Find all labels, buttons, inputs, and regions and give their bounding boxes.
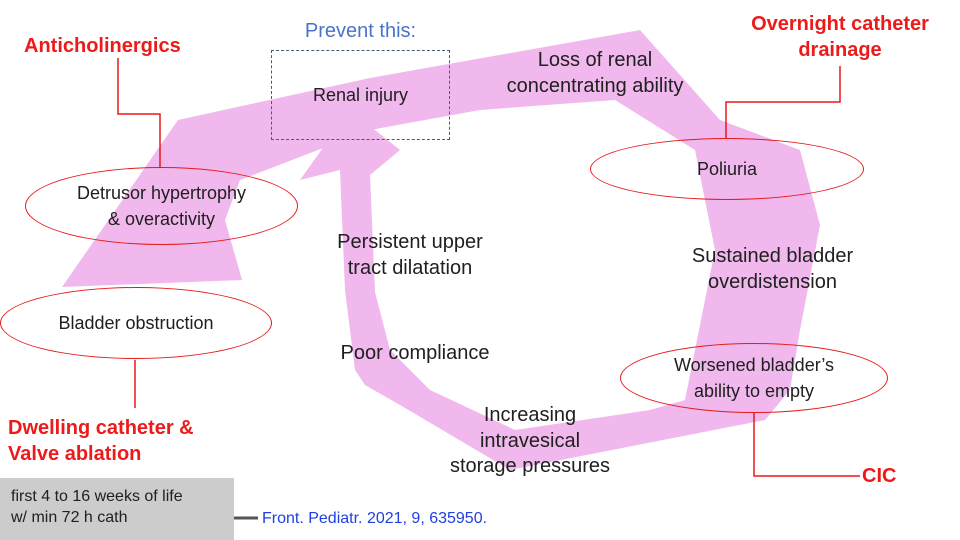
poor-compliance-label: Poor compliance (340, 342, 490, 364)
sustained-overdistension-label: Sustained bladder overdistension (691, 245, 854, 293)
anticholinergics-label: Anticholinergics (24, 35, 181, 57)
worsened-emptying-ellipse: Worsened bladder’s ability to empty (620, 343, 888, 413)
overnight-drainage-label: Overnight catheter drainage (751, 13, 929, 61)
cycle-arrow-outer (62, 30, 820, 470)
loss-concentrating-label: Loss of renal concentrating ability (506, 49, 684, 97)
renal-injury-label: Renal injury (312, 84, 409, 105)
citation: Front. Pediatr. 2021, 9, 635950. (262, 510, 488, 527)
duration-note: first 4 to 16 weeks of life w/ min 72 h … (0, 478, 234, 540)
poliuria-label: Poliuria (696, 158, 758, 179)
poliuria-ellipse: Poliuria (590, 138, 864, 200)
renal-injury-box: Renal injury (271, 50, 450, 140)
dwelling-catheter-label: Dwelling catheter & Valve ablation (8, 417, 194, 465)
overnight-drainage-connector (725, 66, 841, 138)
persistent-dilatation-label: Persistent upper tract dilatation (337, 231, 483, 279)
cic-connector (753, 412, 860, 477)
bladder-obstruction-ellipse: Bladder obstruction (0, 287, 272, 359)
detrusor-ellipse: Detrusor hypertrophy & overactivity (25, 167, 298, 245)
cic-label: CIC (862, 465, 897, 487)
prevent-title: Prevent this: (304, 20, 417, 42)
anticholinergics-connector (117, 58, 161, 168)
increasing-pressures-label: Increasing intravesical storage pressure… (449, 404, 611, 478)
bladder-obstruction-label: Bladder obstruction (58, 312, 214, 333)
